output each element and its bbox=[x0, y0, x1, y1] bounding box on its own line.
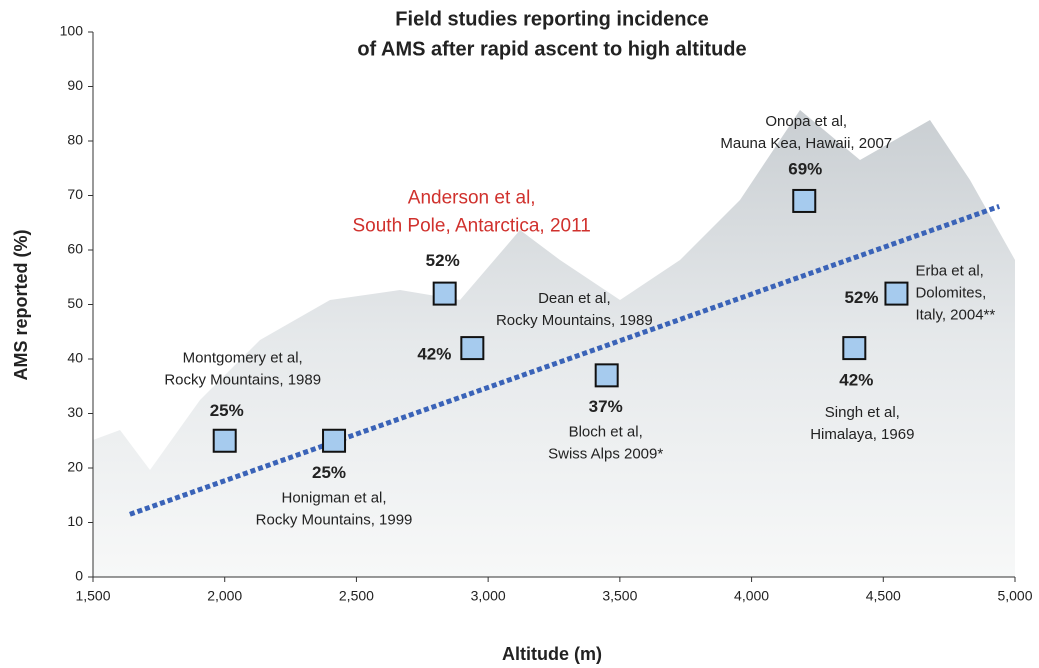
y-tick-label: 40 bbox=[67, 350, 83, 366]
study-label: Singh et al, bbox=[825, 404, 900, 421]
mountain-backdrop bbox=[93, 110, 1015, 577]
study-label: Himalaya, 1969 bbox=[810, 426, 914, 443]
value-label: 37% bbox=[589, 397, 623, 416]
data-point bbox=[792, 188, 817, 213]
data-point bbox=[594, 363, 619, 388]
y-tick-label: 50 bbox=[67, 295, 83, 311]
study-label: Montgomery et al, bbox=[183, 350, 303, 367]
value-label: 25% bbox=[312, 463, 346, 482]
y-tick-label: 60 bbox=[67, 241, 83, 257]
study-label: Dolomites, bbox=[915, 285, 986, 302]
trend-line bbox=[129, 204, 1001, 517]
study-label: Italy, 2004** bbox=[915, 307, 995, 324]
x-axis-title: Altitude (m) bbox=[502, 644, 602, 664]
y-tick-label: 100 bbox=[60, 23, 84, 39]
value-label: 42% bbox=[839, 371, 873, 390]
study-label: Dean et al, bbox=[538, 290, 611, 307]
data-point bbox=[432, 281, 457, 306]
study-label: Rocky Mountains, 1989 bbox=[164, 372, 321, 389]
data-point bbox=[322, 428, 347, 453]
x-tick-label: 4,500 bbox=[866, 588, 901, 604]
y-axis-title: AMS reported (%) bbox=[11, 229, 31, 380]
x-tick-label: 3,000 bbox=[471, 588, 506, 604]
study-label: Bloch et al, bbox=[569, 423, 643, 440]
x-tick-label: 2,500 bbox=[339, 588, 374, 604]
x-tick-label: 5,000 bbox=[997, 588, 1032, 604]
value-label: 42% bbox=[417, 345, 451, 364]
value-label: 52% bbox=[426, 251, 460, 270]
study-label: Anderson et al, bbox=[408, 188, 536, 209]
y-tick-label: 80 bbox=[67, 132, 83, 148]
study-label: South Pole, Antarctica, 2011 bbox=[352, 216, 590, 237]
y-tick-label: 20 bbox=[67, 459, 83, 475]
data-point bbox=[884, 281, 909, 306]
study-label: Mauna Kea, Hawaii, 2007 bbox=[720, 135, 892, 152]
x-tick-label: 3,500 bbox=[602, 588, 637, 604]
chart-title: Field studies reporting incidence bbox=[395, 8, 708, 30]
study-label: Rocky Mountains, 1999 bbox=[256, 512, 413, 529]
y-tick-label: 10 bbox=[67, 513, 83, 529]
study-label: Onopa et al, bbox=[765, 113, 847, 130]
data-point bbox=[212, 428, 237, 453]
value-label: 25% bbox=[210, 401, 244, 420]
data-point bbox=[842, 336, 867, 361]
y-tick-label: 0 bbox=[75, 568, 83, 584]
y-tick-label: 70 bbox=[67, 186, 83, 202]
x-tick-label: 2,000 bbox=[207, 588, 242, 604]
y-tick-label: 90 bbox=[67, 77, 83, 93]
value-label: 52% bbox=[844, 288, 878, 307]
study-label: Erba et al, bbox=[915, 263, 983, 280]
study-label: Swiss Alps 2009* bbox=[548, 445, 663, 462]
x-tick-label: 1,500 bbox=[75, 588, 110, 604]
value-label: 69% bbox=[788, 159, 822, 178]
x-tick-label: 4,000 bbox=[734, 588, 769, 604]
data-point bbox=[460, 336, 485, 361]
study-label: Rocky Mountains, 1989 bbox=[496, 312, 653, 329]
study-label: Honigman et al, bbox=[282, 490, 387, 507]
chart-title: of AMS after rapid ascent to high altitu… bbox=[357, 38, 746, 60]
y-tick-label: 30 bbox=[67, 404, 83, 420]
